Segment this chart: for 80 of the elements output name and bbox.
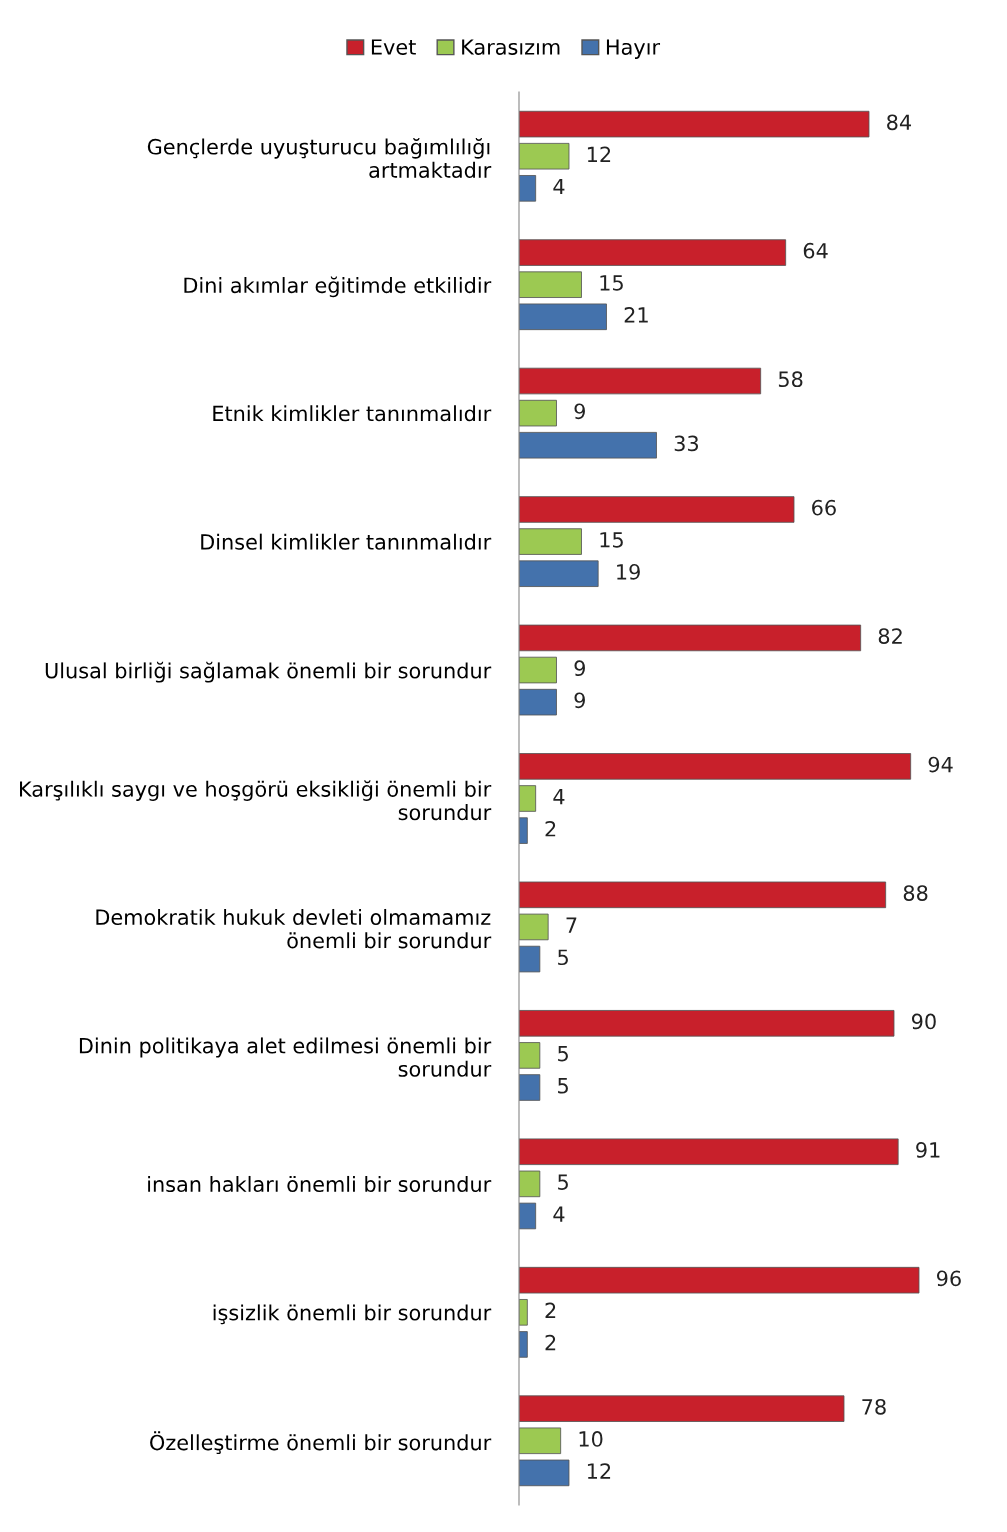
bar: [519, 1459, 570, 1487]
bar: [519, 431, 657, 459]
data-label: 66: [812, 499, 836, 516]
bar: [519, 1299, 528, 1326]
bar: [519, 1042, 541, 1069]
data-label: 5: [558, 1045, 568, 1062]
y-tick-label: Özelleştirme önemli bir sorundur: [150, 1431, 492, 1455]
bar: [519, 528, 582, 555]
bar: [519, 785, 537, 812]
bar: [519, 496, 795, 523]
data-label: 15: [600, 532, 623, 548]
y-tick-label: Etnik kimlikler tanınmalıdır: [213, 405, 492, 422]
y-tick-label: Gençlerde uyuşturucu bağımlılığı artmaktadır: [147, 137, 492, 178]
data-label: 64: [803, 242, 828, 259]
bar: [519, 1427, 562, 1455]
data-label: 90: [911, 1013, 936, 1030]
bar: [519, 1074, 541, 1101]
legend-label: Karasızım: [462, 39, 560, 55]
data-label: 9: [574, 692, 585, 709]
y-tick-label: Dinin politikaya alet edilmesi önemli bir sorundur: [79, 1037, 492, 1077]
data-label: 5: [558, 1174, 568, 1190]
bar: [519, 945, 541, 973]
data-label: 96: [936, 1270, 961, 1287]
bar: [519, 1395, 845, 1422]
data-label: 94: [928, 756, 953, 773]
bar: [519, 271, 582, 298]
bar: [519, 399, 557, 427]
data-label: 33: [674, 435, 699, 452]
data-label: 10: [579, 1431, 603, 1447]
bar: [519, 142, 570, 170]
legend-label: Hayır: [606, 39, 661, 59]
bar: [519, 1170, 541, 1198]
bar: [519, 239, 787, 266]
data-label: 5: [558, 949, 568, 966]
y-tick-label: Dinsel kimlikler tanınmalıdır: [201, 533, 492, 550]
y-tick-label: Ulusal birliği sağlamak önemli bir sorundur: [45, 661, 492, 683]
bar: [519, 1266, 920, 1294]
y-tick-label: Demokratik hukuk devleti olmamamız önemli bir sorundur: [96, 908, 492, 949]
bar: [519, 688, 557, 716]
data-label: 2: [545, 1302, 556, 1319]
bar: [519, 1202, 537, 1230]
data-label: 91: [916, 1142, 940, 1158]
y-tick-label: işsizlik önemli bir sorundur: [213, 1304, 492, 1325]
data-label: 82: [878, 628, 902, 644]
data-label: 88: [903, 885, 928, 901]
bar: [519, 881, 887, 909]
bar: [519, 1331, 528, 1358]
data-label: 84: [887, 114, 912, 131]
bar: [519, 624, 862, 652]
legend-label: Evet: [371, 39, 416, 55]
y-tick-label: Karşılıklı saygı ve hoşgörü eksikliği önemli bir sorundur: [20, 780, 492, 821]
data-label: 4: [553, 178, 565, 195]
data-label: 4: [553, 1206, 565, 1222]
data-label: 21: [624, 307, 648, 323]
bar: [519, 110, 870, 138]
data-label: 12: [587, 146, 611, 162]
bar: [519, 1138, 899, 1166]
bar: [519, 303, 607, 331]
bar: [519, 913, 549, 941]
data-label: 15: [600, 275, 623, 291]
data-label: 2: [545, 820, 556, 837]
data-label: 9: [574, 660, 585, 677]
data-label: 19: [617, 563, 640, 580]
data-label: 5: [558, 1078, 568, 1094]
bar: [519, 367, 762, 395]
data-label: 58: [778, 371, 803, 388]
bar: [519, 817, 528, 844]
data-label: 7: [566, 917, 577, 933]
bar: [519, 175, 537, 202]
data-label: 4: [553, 789, 565, 805]
data-label: 9: [574, 403, 585, 420]
bar: [519, 656, 557, 684]
bar: [519, 753, 912, 780]
bar: [519, 1010, 895, 1037]
y-tick-label: Dini akımlar eğitimde etkilidir: [184, 276, 492, 298]
y-tick-label: insan hakları önemli bir sorundur: [148, 1175, 492, 1193]
data-label: 78: [862, 1398, 886, 1415]
data-label: 2: [545, 1334, 556, 1351]
data-label: 12: [587, 1463, 611, 1479]
bar: [519, 560, 599, 587]
